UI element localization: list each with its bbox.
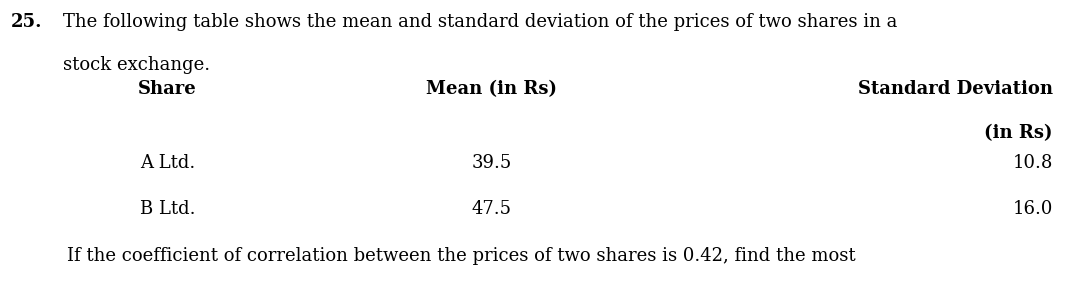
Text: If the coefficient of correlation between the prices of two shares is 0.42, find: If the coefficient of correlation betwee… [67, 247, 855, 265]
Text: 16.0: 16.0 [1013, 200, 1053, 218]
Text: 47.5: 47.5 [471, 200, 512, 218]
Text: A Ltd.: A Ltd. [139, 154, 195, 172]
Text: 10.8: 10.8 [1013, 154, 1053, 172]
Text: stock exchange.: stock exchange. [63, 56, 210, 74]
Text: (in Rs): (in Rs) [985, 124, 1053, 142]
Text: Mean (in Rs): Mean (in Rs) [426, 80, 557, 98]
Text: Share: Share [138, 80, 197, 98]
Text: 39.5: 39.5 [471, 154, 512, 172]
Text: B Ltd.: B Ltd. [139, 200, 195, 218]
Text: Standard Deviation: Standard Deviation [858, 80, 1053, 98]
Text: 25.: 25. [11, 13, 42, 31]
Text: The following table shows the mean and standard deviation of the prices of two s: The following table shows the mean and s… [63, 13, 897, 31]
